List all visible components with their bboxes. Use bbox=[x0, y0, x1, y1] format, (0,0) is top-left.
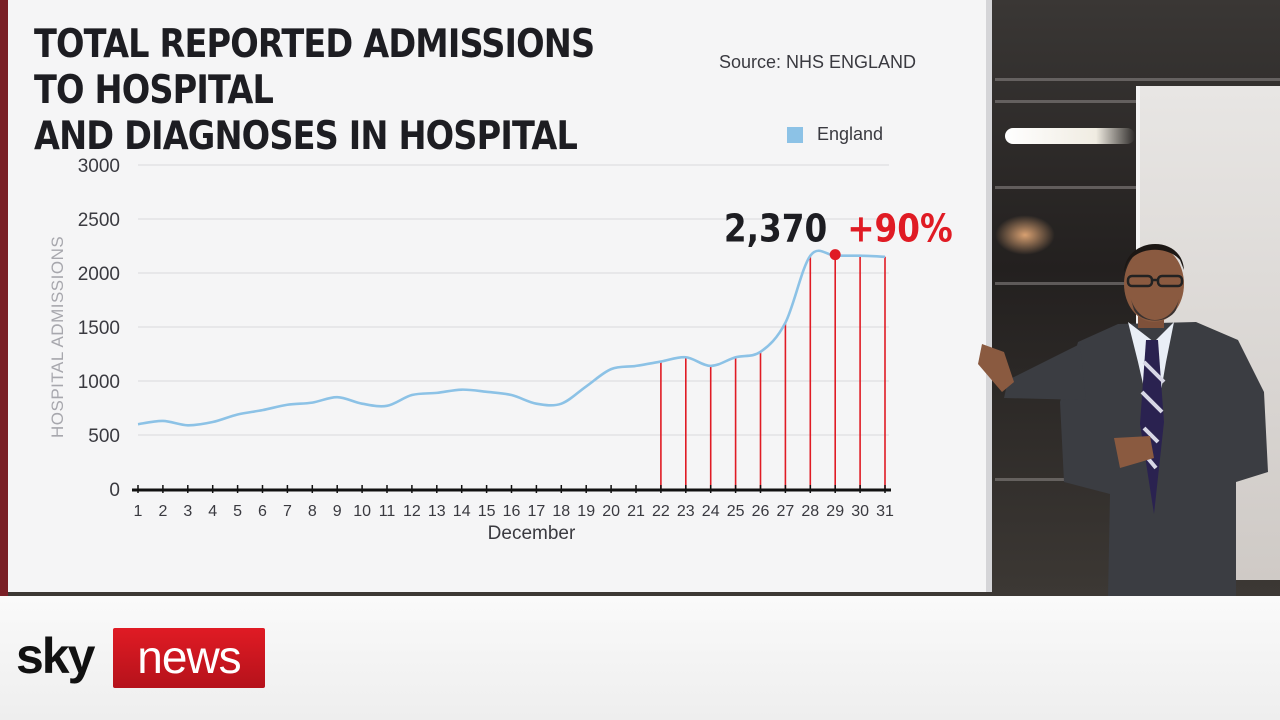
annotation-point bbox=[829, 249, 841, 261]
x-tick-11: 11 bbox=[379, 503, 396, 520]
x-tick-23: 23 bbox=[677, 503, 695, 520]
y-tick-2000: 2000 bbox=[78, 264, 120, 285]
studio-light bbox=[1005, 128, 1135, 144]
x-tick-12: 12 bbox=[403, 503, 421, 520]
y-tick-500: 500 bbox=[88, 426, 120, 447]
x-tick-30: 30 bbox=[851, 503, 869, 520]
annotation-change: +90% bbox=[847, 207, 953, 251]
x-tick-6: 6 bbox=[258, 503, 267, 520]
x-tick-labels: 1 2 3 4 5 6 7 8 9 10 11 12 13 14 15 16 17 18 19 20 21 22 23 24 2… bbox=[134, 503, 894, 544]
x-tick-22: 22 bbox=[652, 503, 670, 520]
x-tick-19: 19 bbox=[577, 503, 595, 520]
sky-logo-text: sky bbox=[16, 628, 95, 684]
x-tick-24: 24 bbox=[702, 503, 720, 520]
presenter bbox=[978, 243, 1268, 596]
x-tick-8: 8 bbox=[308, 503, 317, 520]
x-tick-2: 2 bbox=[158, 503, 167, 520]
x-tick-25: 25 bbox=[727, 503, 745, 520]
x-axis-label: December bbox=[488, 523, 576, 544]
x-tick-4: 4 bbox=[208, 503, 217, 520]
grid bbox=[138, 164, 889, 436]
x-tick-16: 16 bbox=[503, 503, 521, 520]
source-label: Source: NHS ENGLAND bbox=[719, 52, 917, 72]
x-tick-26: 26 bbox=[752, 503, 770, 520]
y-tick-1500: 1500 bbox=[78, 318, 120, 339]
series-line bbox=[137, 249, 886, 427]
annotation-value: 2,370 bbox=[724, 207, 827, 251]
x-tick-31: 31 bbox=[876, 503, 894, 520]
x-tick-18: 18 bbox=[552, 503, 570, 520]
x-tick-20: 20 bbox=[602, 503, 620, 520]
legend-label: England bbox=[817, 124, 884, 144]
x-axis bbox=[132, 485, 891, 493]
x-tick-9: 9 bbox=[333, 503, 342, 520]
x-tick-28: 28 bbox=[801, 503, 819, 520]
y-tick-3000: 3000 bbox=[78, 156, 120, 177]
x-tick-29: 29 bbox=[826, 503, 844, 520]
x-tick-15: 15 bbox=[478, 503, 496, 520]
x-tick-13: 13 bbox=[428, 503, 446, 520]
x-tick-5: 5 bbox=[233, 503, 242, 520]
chart-board: 0 500 1000 1500 2000 2500 3000 1 2 3 4 5 6 7 8 9 10 11 12… bbox=[8, 0, 992, 592]
x-tick-14: 14 bbox=[453, 503, 471, 520]
x-tick-10: 10 bbox=[353, 503, 371, 520]
highlight-stems bbox=[660, 255, 886, 489]
news-logo-box: news bbox=[113, 628, 265, 688]
x-tick-1: 1 bbox=[134, 503, 143, 520]
y-tick-2500: 2500 bbox=[78, 210, 120, 231]
x-tick-21: 21 bbox=[627, 503, 645, 520]
x-tick-27: 27 bbox=[777, 503, 795, 520]
chart-title: TOTAL REPORTED ADMISSIONS TO HOSPITAL AN… bbox=[34, 22, 595, 159]
studio-lamp-glow bbox=[995, 215, 1055, 255]
series-line-england bbox=[137, 249, 886, 427]
legend-swatch bbox=[787, 126, 803, 143]
x-tick-3: 3 bbox=[183, 503, 192, 520]
x-tick-7: 7 bbox=[283, 503, 292, 520]
y-tick-labels: 0 500 1000 1500 2000 2500 3000 bbox=[78, 156, 120, 501]
board-edge bbox=[0, 0, 8, 596]
annotation: 2,370 +90% bbox=[724, 207, 953, 261]
x-tick-17: 17 bbox=[528, 503, 546, 520]
legend: England bbox=[787, 124, 883, 145]
y-tick-0: 0 bbox=[109, 480, 120, 501]
y-tick-1000: 1000 bbox=[78, 372, 120, 393]
y-axis-label: HOSPITAL ADMISSIONS bbox=[48, 235, 67, 438]
